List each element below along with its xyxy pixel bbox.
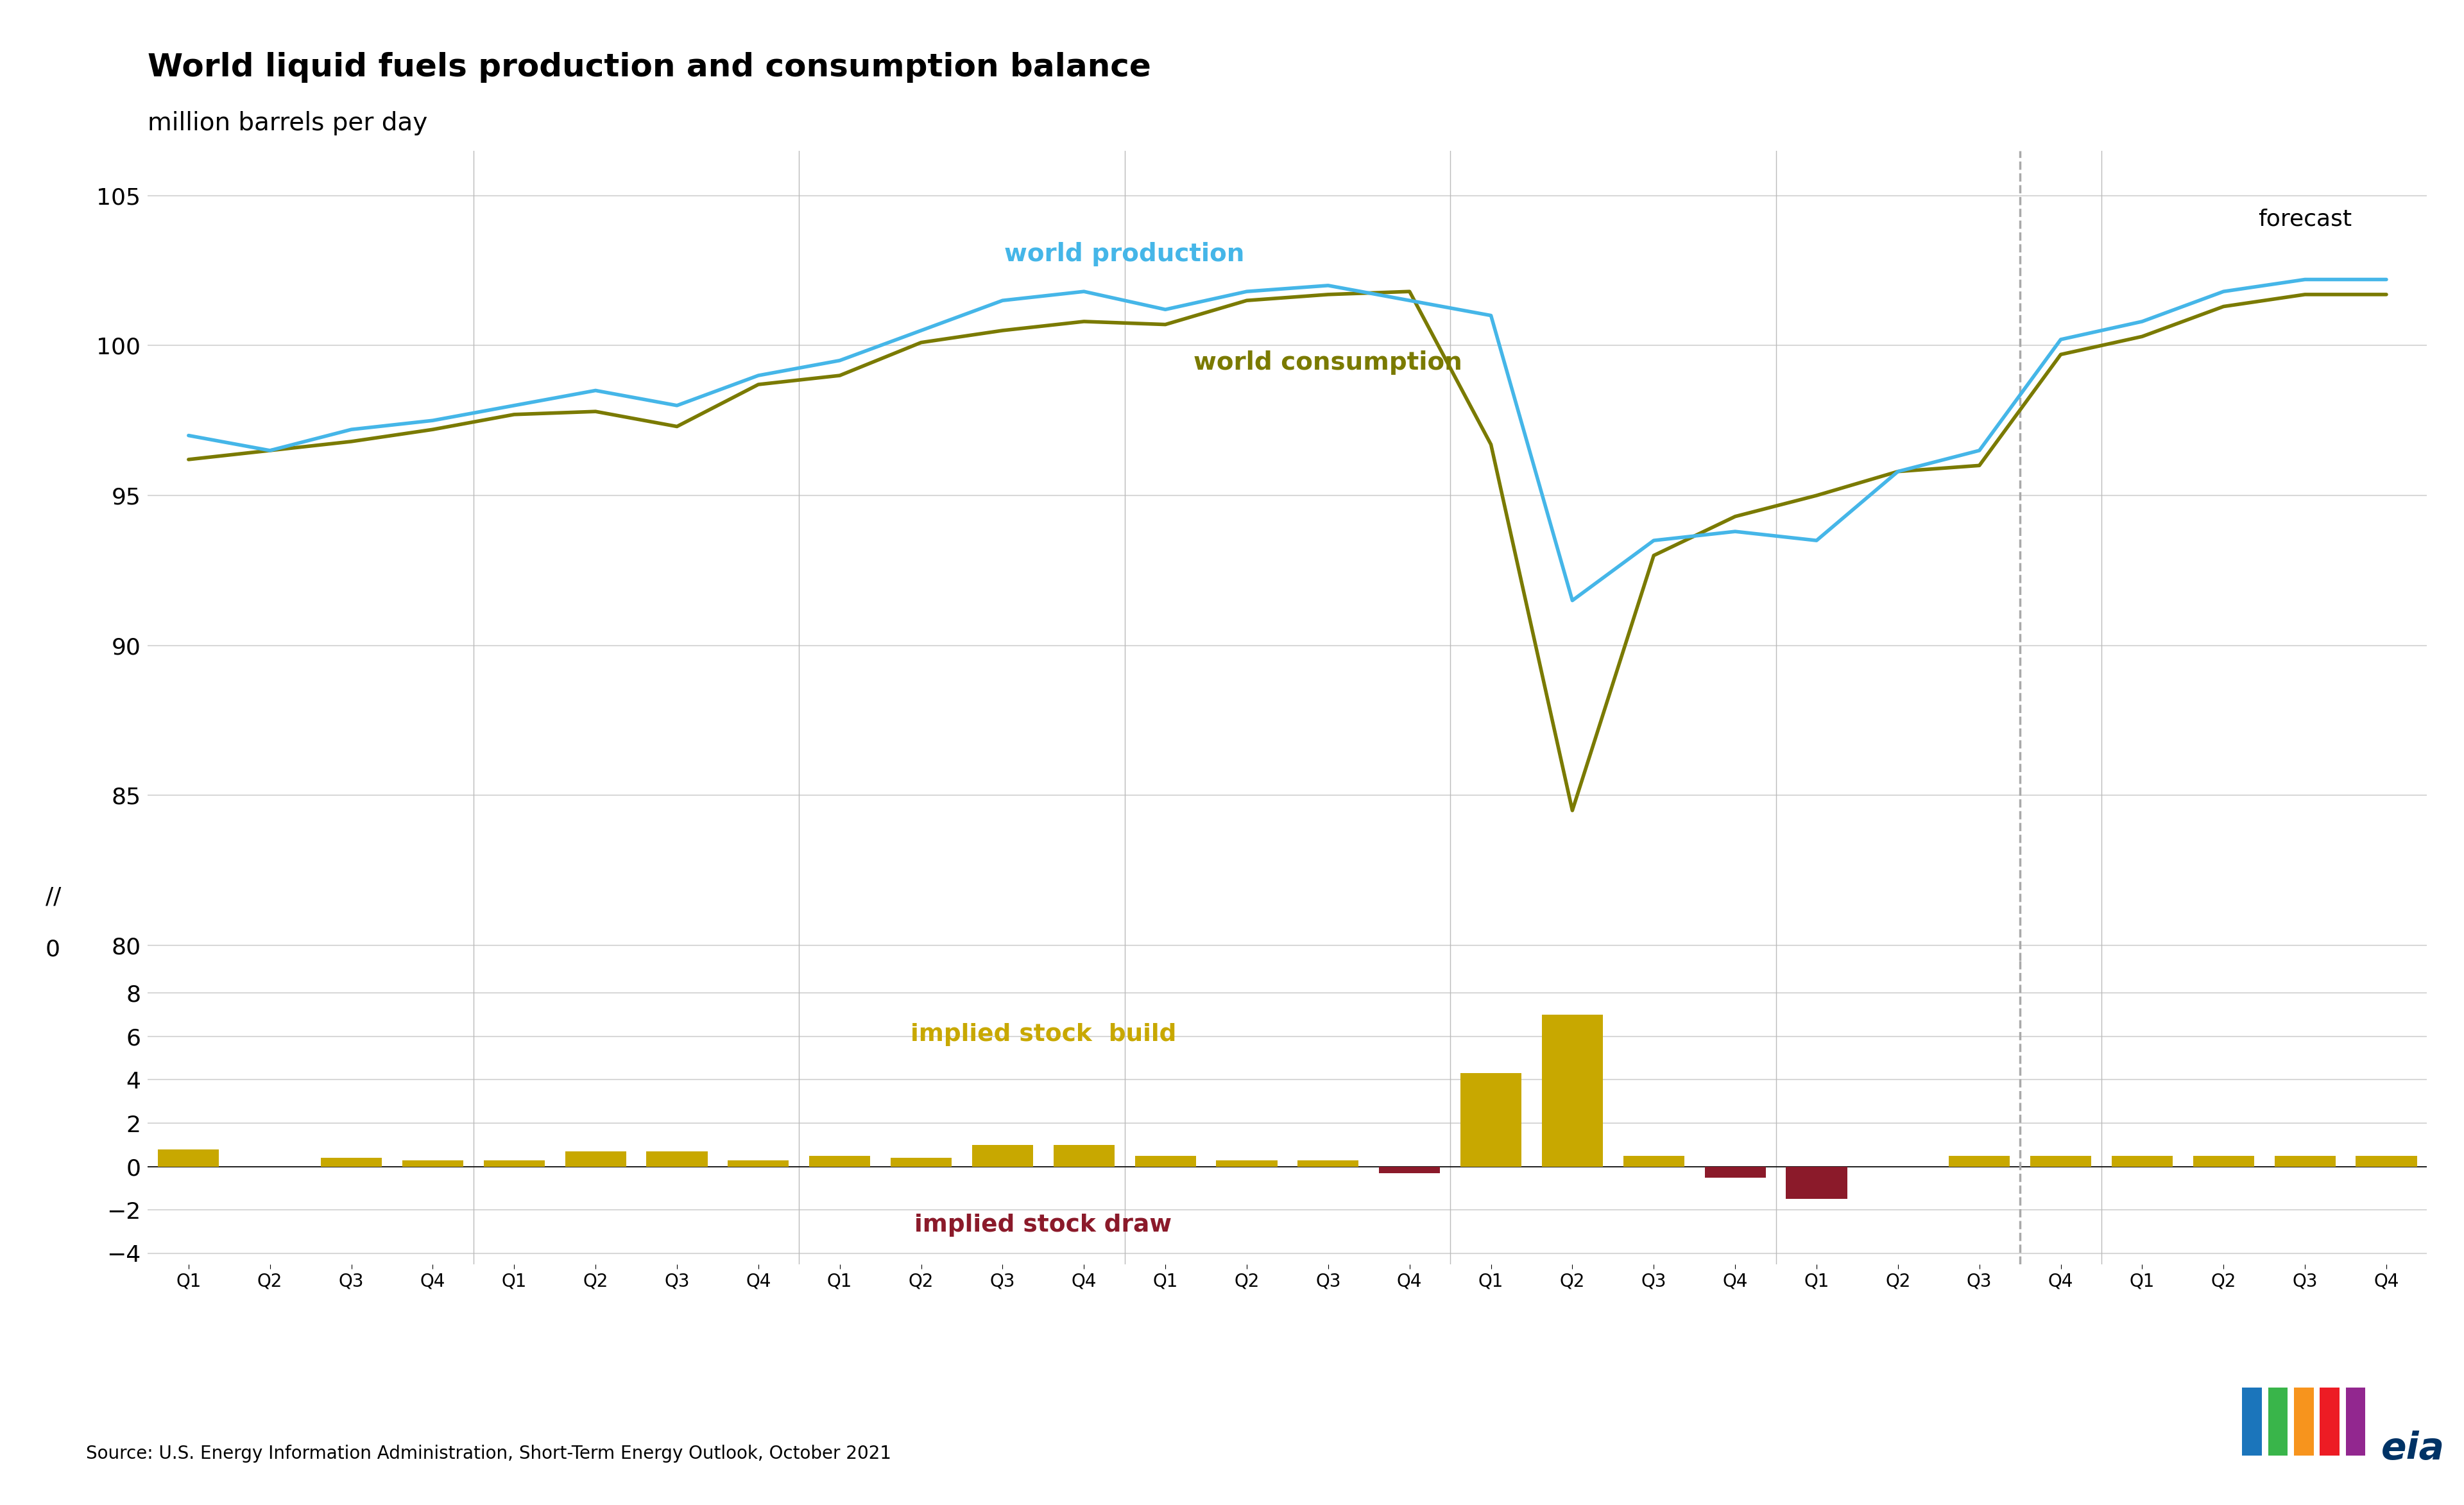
Bar [1136, 1156, 1195, 1166]
Bar [1542, 1014, 1604, 1166]
Bar [320, 1157, 382, 1166]
Bar [2356, 1156, 2417, 1166]
Bar [1949, 1156, 2011, 1166]
Text: world production: world production [1005, 242, 1244, 266]
Bar [1786, 1166, 1848, 1199]
Text: million barrels per day: million barrels per day [148, 111, 429, 135]
Text: implied stock  build: implied stock build [909, 1023, 1175, 1046]
Bar [646, 1151, 707, 1166]
Text: eia: eia [2380, 1431, 2444, 1467]
Bar [727, 1160, 788, 1166]
Bar [2030, 1156, 2092, 1166]
Bar [1380, 1166, 1439, 1172]
Text: World liquid fuels production and consumption balance: World liquid fuels production and consum… [148, 53, 1151, 83]
Bar [1055, 1145, 1114, 1166]
Text: world consumption: world consumption [1193, 351, 1464, 375]
Bar [1461, 1073, 1520, 1166]
Text: //: // [44, 886, 62, 908]
Bar [808, 1156, 870, 1166]
Bar [564, 1151, 626, 1166]
Bar [2274, 1156, 2336, 1166]
Text: forecast: forecast [2257, 208, 2351, 230]
Bar [1217, 1160, 1276, 1166]
Bar [1624, 1156, 1685, 1166]
Bar [2112, 1156, 2173, 1166]
Text: 0: 0 [44, 939, 59, 960]
Text: Source: U.S. Energy Information Administration, Short-Term Energy Outlook, Octob: Source: U.S. Energy Information Administ… [86, 1445, 892, 1463]
Bar [1705, 1166, 1767, 1177]
Bar [158, 1150, 219, 1166]
Bar [971, 1145, 1032, 1166]
Bar [2193, 1156, 2255, 1166]
Text: implied stock draw: implied stock draw [914, 1213, 1173, 1237]
Bar [483, 1160, 545, 1166]
Bar [402, 1160, 463, 1166]
Bar [1299, 1160, 1358, 1166]
Bar [890, 1157, 951, 1166]
